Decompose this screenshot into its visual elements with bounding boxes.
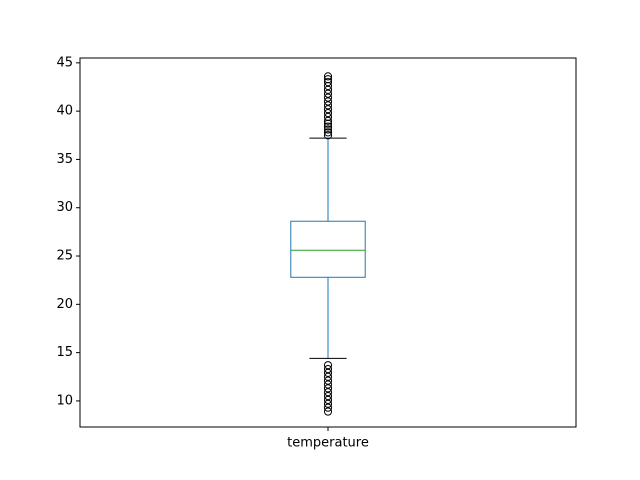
outlier-point <box>323 112 333 122</box>
outlier-point <box>323 108 333 118</box>
y-tick-label: 45 <box>56 55 73 70</box>
outlier-point <box>323 78 333 87</box>
y-tick-label: 15 <box>56 345 73 360</box>
y-tick-label: 30 <box>56 200 73 215</box>
outlier-point <box>323 407 333 416</box>
outlier-point <box>323 364 333 374</box>
outlier-point <box>323 131 333 140</box>
outlier-point <box>323 391 333 401</box>
x-axis: temperature <box>287 427 369 451</box>
outlier-point <box>323 101 333 110</box>
outlier-point <box>323 105 333 114</box>
outlier-point <box>323 403 333 412</box>
x-tick-label: temperature <box>287 436 369 451</box>
iqr-box <box>290 220 366 278</box>
outlier-point <box>323 372 333 381</box>
outlier-point <box>323 85 333 94</box>
outlier-point <box>323 388 333 397</box>
outlier-point <box>323 368 333 378</box>
outlier-point <box>323 399 333 408</box>
outlier-point <box>323 122 333 131</box>
outlier-point <box>323 97 333 106</box>
outlier-point <box>323 72 333 81</box>
y-tick-label: 35 <box>56 152 73 167</box>
outlier-point <box>323 93 333 102</box>
outlier-point <box>323 116 333 125</box>
y-tick-label: 20 <box>56 297 73 312</box>
outlier-point <box>323 384 333 393</box>
outlier-point <box>323 75 333 84</box>
outlier-point <box>323 89 333 98</box>
y-tick-label: 40 <box>56 104 73 119</box>
y-tick-label: 10 <box>56 393 73 408</box>
outlier-point <box>323 380 333 389</box>
outlier-point <box>323 395 333 405</box>
y-axis: 10 15 20 25 30 35 40 45 <box>56 55 80 408</box>
outlier-point <box>323 361 333 370</box>
outlier-point <box>323 125 333 134</box>
outlier-point <box>323 376 333 385</box>
y-tick-label: 25 <box>56 249 73 264</box>
outlier-point <box>323 128 333 137</box>
box-series <box>290 72 366 416</box>
